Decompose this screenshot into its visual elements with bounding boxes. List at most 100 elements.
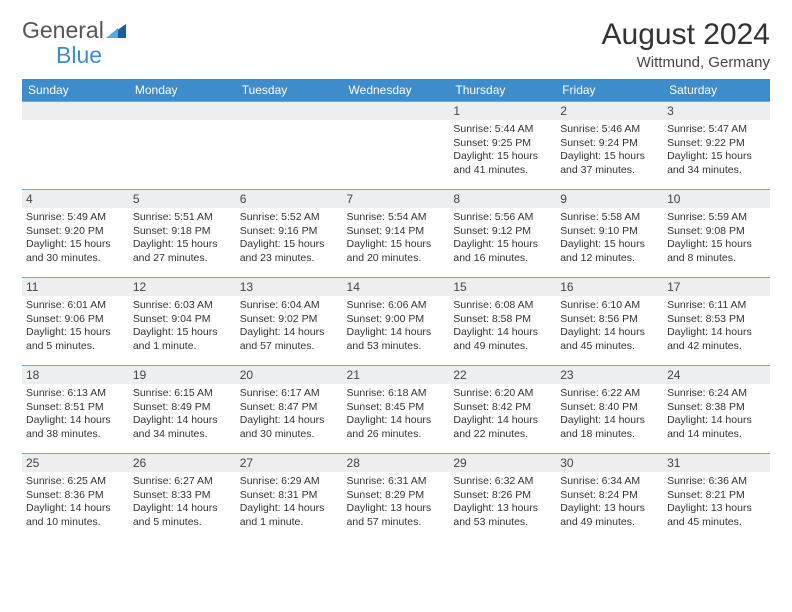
day-cell: 9 Sunrise: 5:58 AMSunset: 9:10 PMDaylight… (556, 190, 663, 278)
day-cell: 30 Sunrise: 6:34 AMSunset: 8:24 PMDayligh… (556, 454, 663, 542)
daylight-line: Daylight: 15 hours and 30 minutes. (26, 238, 125, 265)
daylight-line: Daylight: 14 hours and 53 minutes. (347, 326, 446, 353)
day-cell: 8Sunrise: 5:56 AMSunset: 9:12 PMDaylight… (449, 190, 556, 278)
day-details: Sunrise: 6:34 AMSunset: 8:24 PMDaylight:… (560, 475, 659, 530)
sunset-line: Sunset: 8:38 PM (667, 401, 766, 415)
weekday-header-row: SundayMondayTuesdayWednesdayThursdayFrid… (22, 79, 770, 102)
day-number: 25 (22, 454, 129, 472)
sunset-line: Sunset: 9:16 PM (240, 225, 339, 239)
sunset-line: Sunset: 8:47 PM (240, 401, 339, 415)
day-details: Sunrise: 5:46 AMSunset: 9:24 PMDaylight:… (560, 123, 659, 178)
sunrise-line: Sunrise: 6:10 AM (560, 299, 659, 313)
sunset-line: Sunset: 9:25 PM (453, 137, 552, 151)
day-details: Sunrise: 6:18 AMSunset: 8:45 PMDaylight:… (347, 387, 446, 442)
sunset-line: Sunset: 8:36 PM (26, 489, 125, 503)
calendar-row: 1Sunrise: 5:44 AMSunset: 9:25 PMDaylight… (22, 102, 770, 190)
sunrise-line: Sunrise: 6:25 AM (26, 475, 125, 489)
weekday-header: Thursday (449, 79, 556, 102)
day-details: Sunrise: 5:51 AMSunset: 9:18 PMDaylight:… (133, 211, 232, 266)
day-cell: 7Sunrise: 5:54 AMSunset: 9:14 PMDaylight… (343, 190, 450, 278)
sunset-line: Sunset: 8:42 PM (453, 401, 552, 415)
sunrise-line: Sunrise: 6:22 AM (560, 387, 659, 401)
day-details: Sunrise: 5:56 AMSunset: 9:12 PMDaylight:… (453, 211, 552, 266)
day-details: Sunrise: 6:32 AMSunset: 8:26 PMDaylight:… (453, 475, 552, 530)
sunrise-line: Sunrise: 6:04 AM (240, 299, 339, 313)
day-number: 16 (556, 278, 663, 296)
day-number: 17 (663, 278, 770, 296)
day-details: Sunrise: 5:47 AMSunset: 9:22 PMDaylight:… (667, 123, 766, 178)
day-number: 3 (663, 102, 770, 120)
day-number: 22 (449, 366, 556, 384)
day-details: Sunrise: 6:29 AMSunset: 8:31 PMDaylight:… (240, 475, 339, 530)
day-cell: 6 Sunrise: 5:52 AMSunset: 9:16 PMDaylight… (236, 190, 343, 278)
day-details: Sunrise: 6:22 AMSunset: 8:40 PMDaylight:… (560, 387, 659, 442)
daylight-line: Daylight: 13 hours and 45 minutes. (667, 502, 766, 529)
daylight-line: Daylight: 14 hours and 18 minutes. (560, 414, 659, 441)
day-cell: 17 Sunrise: 6:11 AMSunset: 8:53 PMDayligh… (663, 278, 770, 366)
daylight-line: Daylight: 13 hours and 49 minutes. (560, 502, 659, 529)
day-number: 20 (236, 366, 343, 384)
sunset-line: Sunset: 8:56 PM (560, 313, 659, 327)
sunrise-line: Sunrise: 6:15 AM (133, 387, 232, 401)
daylight-line: Daylight: 15 hours and 20 minutes. (347, 238, 446, 265)
daylight-line: Daylight: 15 hours and 5 minutes. (26, 326, 125, 353)
sunrise-line: Sunrise: 6:20 AM (453, 387, 552, 401)
day-details: Sunrise: 5:54 AMSunset: 9:14 PMDaylight:… (347, 211, 446, 266)
sunset-line: Sunset: 8:21 PM (667, 489, 766, 503)
day-number: 27 (236, 454, 343, 472)
sunrise-line: Sunrise: 5:44 AM (453, 123, 552, 137)
day-details: Sunrise: 6:24 AMSunset: 8:38 PMDaylight:… (667, 387, 766, 442)
sunset-line: Sunset: 9:10 PM (560, 225, 659, 239)
sunset-line: Sunset: 9:02 PM (240, 313, 339, 327)
day-number: 6 (236, 190, 343, 208)
sunset-line: Sunset: 8:29 PM (347, 489, 446, 503)
weekday-header: Friday (556, 79, 663, 102)
day-cell: 16 Sunrise: 6:10 AMSunset: 8:56 PMDayligh… (556, 278, 663, 366)
day-number: 23 (556, 366, 663, 384)
sunset-line: Sunset: 9:08 PM (667, 225, 766, 239)
sunrise-line: Sunrise: 6:36 AM (667, 475, 766, 489)
day-details: Sunrise: 5:52 AMSunset: 9:16 PMDaylight:… (240, 211, 339, 266)
day-details: Sunrise: 6:17 AMSunset: 8:47 PMDaylight:… (240, 387, 339, 442)
day-cell: 24Sunrise: 6:24 AMSunset: 8:38 PMDayligh… (663, 366, 770, 454)
calendar-row: 11Sunrise: 6:01 AMSunset: 9:06 PMDayligh… (22, 278, 770, 366)
sunset-line: Sunset: 8:53 PM (667, 313, 766, 327)
daylight-line: Daylight: 15 hours and 8 minutes. (667, 238, 766, 265)
day-cell: 26Sunrise: 6:27 AMSunset: 8:33 PMDayligh… (129, 454, 236, 542)
daylight-line: Daylight: 14 hours and 10 minutes. (26, 502, 125, 529)
empty-cell (343, 102, 450, 190)
daylight-line: Daylight: 13 hours and 53 minutes. (453, 502, 552, 529)
daylight-line: Daylight: 14 hours and 1 minute. (240, 502, 339, 529)
day-cell: 1Sunrise: 5:44 AMSunset: 9:25 PMDaylight… (449, 102, 556, 190)
day-details: Sunrise: 6:20 AMSunset: 8:42 PMDaylight:… (453, 387, 552, 442)
day-details: Sunrise: 5:59 AMSunset: 9:08 PMDaylight:… (667, 211, 766, 266)
day-details: Sunrise: 6:01 AMSunset: 9:06 PMDaylight:… (26, 299, 125, 354)
weekday-header: Tuesday (236, 79, 343, 102)
day-number: 30 (556, 454, 663, 472)
calendar-body: 1Sunrise: 5:44 AMSunset: 9:25 PMDaylight… (22, 102, 770, 542)
day-number: 21 (343, 366, 450, 384)
month-title: August 2024 (602, 18, 770, 52)
sunset-line: Sunset: 9:22 PM (667, 137, 766, 151)
day-details: Sunrise: 6:04 AMSunset: 9:02 PMDaylight:… (240, 299, 339, 354)
day-number: 4 (22, 190, 129, 208)
day-number: 12 (129, 278, 236, 296)
day-details: Sunrise: 5:58 AMSunset: 9:10 PMDaylight:… (560, 211, 659, 266)
sunset-line: Sunset: 9:14 PM (347, 225, 446, 239)
day-details: Sunrise: 6:15 AMSunset: 8:49 PMDaylight:… (133, 387, 232, 442)
day-details: Sunrise: 6:10 AMSunset: 8:56 PMDaylight:… (560, 299, 659, 354)
day-number: 10 (663, 190, 770, 208)
day-cell: 12Sunrise: 6:03 AMSunset: 9:04 PMDayligh… (129, 278, 236, 366)
day-cell: 29Sunrise: 6:32 AMSunset: 8:26 PMDayligh… (449, 454, 556, 542)
sunset-line: Sunset: 8:51 PM (26, 401, 125, 415)
sunset-line: Sunset: 9:06 PM (26, 313, 125, 327)
day-cell: 23 Sunrise: 6:22 AMSunset: 8:40 PMDayligh… (556, 366, 663, 454)
day-number: 9 (556, 190, 663, 208)
sunrise-line: Sunrise: 6:27 AM (133, 475, 232, 489)
sunrise-line: Sunrise: 6:11 AM (667, 299, 766, 313)
sunrise-line: Sunrise: 6:03 AM (133, 299, 232, 313)
day-number: 2 (556, 102, 663, 120)
daylight-line: Daylight: 14 hours and 42 minutes. (667, 326, 766, 353)
day-details: Sunrise: 6:08 AMSunset: 8:58 PMDaylight:… (453, 299, 552, 354)
day-details: Sunrise: 6:31 AMSunset: 8:29 PMDaylight:… (347, 475, 446, 530)
